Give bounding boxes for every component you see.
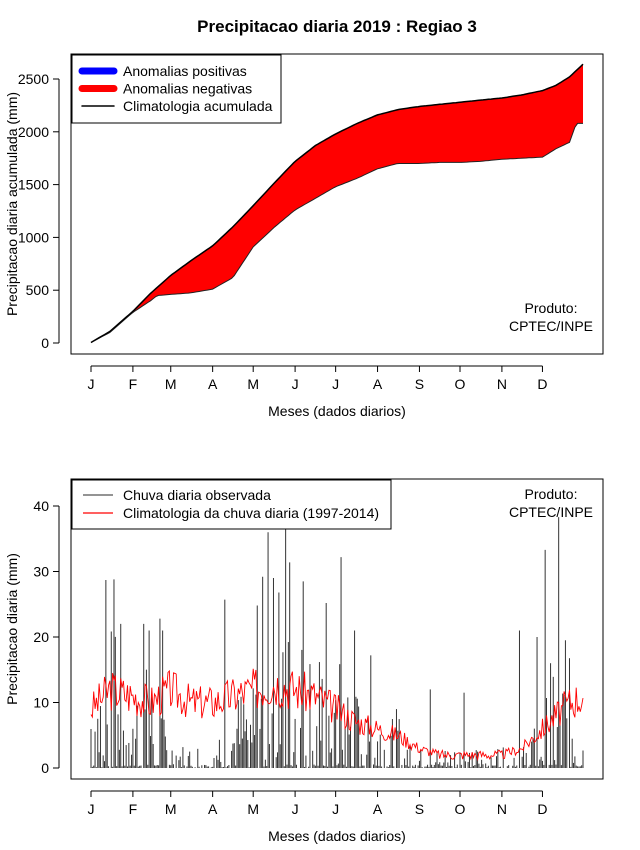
x-tick-label: F <box>129 376 138 392</box>
legend-label: Chuva diaria observada <box>123 487 271 503</box>
x-tick-label: N <box>497 376 507 392</box>
daily-precip-panel: J F M A M J J A S O N D Meses (dados diarios) 0 10 20 30… <box>4 478 604 844</box>
legend-label: Anomalias positivas <box>123 63 247 79</box>
x-tick-label: J <box>332 801 339 817</box>
legend-box <box>71 479 392 530</box>
observed-cumulative-line <box>90 122 583 343</box>
x-tick-label: S <box>415 376 424 392</box>
x-axis-label: Meses (dados diarios) <box>268 403 406 419</box>
credit-source: CPTEC/INPE <box>509 318 593 334</box>
x-tick-label: A <box>373 801 383 817</box>
x-tick-label: A <box>208 376 218 392</box>
x-tick-label: A <box>208 801 218 817</box>
climatology-cumulative-line <box>90 63 584 344</box>
y-tick-label: 2500 <box>18 71 49 87</box>
legend: Chuva diaria observada Climatologia da ch… <box>71 479 392 530</box>
legend-label: Climatologia da chuva diaria (1997-2014) <box>123 505 379 521</box>
y-tick-label: 1000 <box>18 229 49 245</box>
x-tick-label: M <box>247 801 259 817</box>
x-tick-label: O <box>455 801 466 817</box>
credit-label: Produto: <box>525 486 578 502</box>
x-tick-label: J <box>88 376 95 392</box>
plot-frame <box>70 53 604 355</box>
y-axis-label: Precipitacao diaria (mm) <box>4 553 20 705</box>
y-tick-label: 10 <box>33 695 49 711</box>
x-tick-label: M <box>165 801 177 817</box>
y-tick-label: 2000 <box>18 124 49 140</box>
y-axis-label: Precipitacao diaria acumulada (mm) <box>4 92 20 316</box>
x-tick-label: A <box>373 376 383 392</box>
legend-label: Anomalias negativas <box>123 81 252 97</box>
y-tick-label: 20 <box>33 629 49 645</box>
x-tick-label: J <box>332 376 339 392</box>
chart-title: Precipitacao diaria 2019 : Regiao 3 <box>197 17 477 36</box>
x-tick-label: D <box>537 801 547 817</box>
x-tick-label: N <box>497 801 507 817</box>
y-tick-label: 500 <box>26 282 50 298</box>
legend: Anomalias positivas Anomalias negativasCl… <box>71 54 282 124</box>
x-axis-label: Meses (dados diarios) <box>268 828 406 844</box>
climatology-daily-line <box>90 668 584 762</box>
credit-source: CPTEC/INPE <box>509 504 593 520</box>
x-tick-label: O <box>455 376 466 392</box>
y-tick-label: 1500 <box>18 177 49 193</box>
x-tick-label: M <box>247 376 259 392</box>
negative-anomaly-area <box>91 64 583 343</box>
y-tick-label: 30 <box>33 564 49 580</box>
x-tick-label: F <box>129 801 138 817</box>
legend-label: Climatologia acumulada <box>123 98 273 114</box>
daily-bars <box>90 517 584 768</box>
y-tick-label: 0 <box>41 760 49 776</box>
plot-frame <box>70 478 604 780</box>
x-tick-label: J <box>292 801 299 817</box>
x-tick-label: M <box>165 376 177 392</box>
cumulative-precip-panel: J F M A M J J A S O N D Meses (dados diarios) 0 500 100… <box>4 53 604 419</box>
x-tick-label: S <box>415 801 424 817</box>
x-tick-label: D <box>537 376 547 392</box>
x-tick-label: J <box>292 376 299 392</box>
y-tick-label: 40 <box>33 498 49 514</box>
credit-label: Produto: <box>525 300 578 316</box>
y-tick-label: 0 <box>41 335 49 351</box>
x-tick-label: J <box>88 801 95 817</box>
